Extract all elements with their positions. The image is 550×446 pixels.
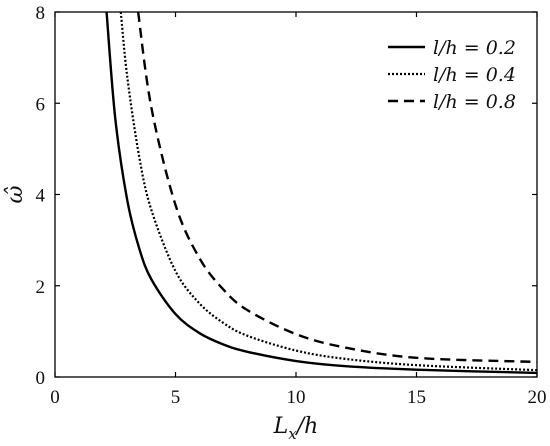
plot-area: [105, 12, 537, 375]
y-axis-label: ω̂: [3, 185, 28, 203]
series-line-3: [136, 12, 537, 364]
y-tick-label: 4: [36, 186, 46, 207]
legend-label-1: l/h = 0.2: [433, 37, 516, 59]
x-tick-label: 5: [171, 387, 181, 408]
x-tick-label: 0: [50, 387, 60, 408]
x-tick-label: 10: [287, 387, 306, 408]
x-tick-label: 15: [407, 387, 426, 408]
series-line-1: [105, 12, 537, 375]
legend-label-2: l/h = 0.4: [433, 64, 516, 86]
y-tick-label: 6: [36, 94, 46, 115]
series-line-2: [119, 12, 537, 372]
legend-label-3: l/h = 0.8: [433, 91, 516, 113]
x-axis-label: Lx/h: [273, 414, 319, 443]
legend: l/h = 0.2 l/h = 0.4 l/h = 0.8: [388, 37, 516, 113]
axes: 0 5 10 15 20 0 2 4 6 8 Lx/h ω̂: [3, 3, 547, 443]
y-tick-label: 2: [36, 277, 46, 298]
y-tick-label: 8: [36, 3, 46, 24]
y-tick-label: 0: [36, 368, 46, 389]
x-tick-label: 20: [528, 387, 547, 408]
